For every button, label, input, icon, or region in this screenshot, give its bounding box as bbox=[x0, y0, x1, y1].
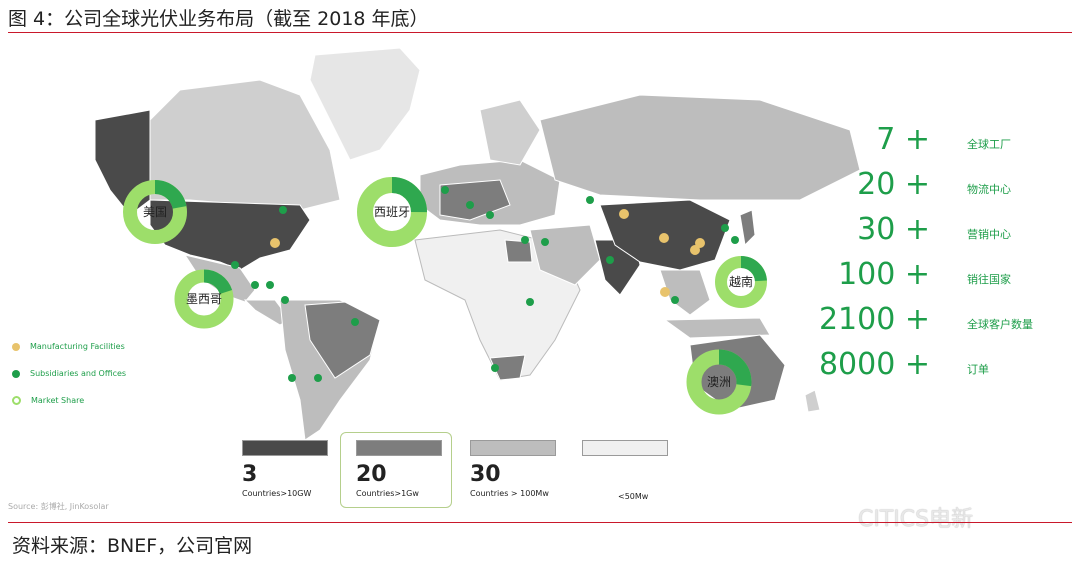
russia bbox=[539, 94, 861, 201]
figure-title: 图 4：公司全球光伏业务布局（截至 2018 年底） bbox=[8, 8, 429, 30]
tier-desc: Countries > 100Mw bbox=[470, 489, 549, 498]
stat-label: 全球工厂 bbox=[967, 138, 1011, 151]
ring-label: 墨西哥 bbox=[186, 292, 222, 306]
south-africa bbox=[489, 354, 526, 381]
stat-value: 7 + bbox=[876, 122, 930, 157]
stat-value: 100 + bbox=[838, 257, 930, 292]
pin bbox=[251, 281, 259, 289]
pin bbox=[270, 238, 280, 248]
japan bbox=[739, 209, 756, 247]
pin bbox=[690, 245, 700, 255]
ring-vietnam: 越南 bbox=[715, 256, 767, 308]
stat-factories: 7 + 全球工厂 bbox=[830, 122, 1070, 162]
pin bbox=[606, 256, 614, 264]
pin bbox=[288, 374, 296, 382]
pin bbox=[281, 296, 289, 304]
stat-label: 全球客户数量 bbox=[967, 318, 1033, 331]
pin bbox=[351, 318, 359, 326]
stat-orders: 8000 + 订单 bbox=[819, 347, 1070, 387]
stat-label: 营销中心 bbox=[967, 228, 1011, 241]
tier-4: <50Mw bbox=[582, 440, 668, 501]
pin bbox=[231, 261, 239, 269]
brazil bbox=[304, 301, 381, 379]
indonesia bbox=[663, 317, 771, 339]
stat-marketing: 30 + 营销中心 bbox=[830, 212, 1070, 252]
stat-logistics: 20 + 物流中心 bbox=[830, 167, 1070, 207]
pin bbox=[541, 238, 549, 246]
ring-usa: 美国 bbox=[123, 180, 187, 244]
stat-customers: 2100 + 全球客户数量 bbox=[819, 302, 1070, 342]
footer-rule bbox=[8, 522, 1072, 523]
ring-label: 西班牙 bbox=[374, 205, 410, 219]
office-pin-icon bbox=[12, 369, 20, 378]
tier-swatch bbox=[582, 440, 668, 456]
pin bbox=[486, 211, 494, 219]
ring-label: 美国 bbox=[143, 205, 167, 219]
greenland bbox=[309, 47, 421, 161]
scandinavia bbox=[479, 99, 541, 166]
pin bbox=[695, 238, 705, 248]
tier-2: 20 Countries>1Gw bbox=[356, 440, 442, 498]
pin bbox=[279, 206, 287, 214]
ring-label: 澳洲 bbox=[707, 375, 731, 389]
legend-label: Market Share bbox=[31, 396, 85, 405]
tier-desc: <50Mw bbox=[618, 492, 649, 501]
source-note: 资料来源：BNEF，公司官网 bbox=[12, 535, 253, 557]
legend-market-share: Market Share bbox=[12, 396, 84, 405]
stat-value: 2100 + bbox=[818, 302, 930, 337]
stat-countries: 100 + 销往国家 bbox=[830, 257, 1070, 297]
source-credit: Source: 彭博社, JinKosolar bbox=[8, 502, 109, 511]
tier-swatch bbox=[356, 440, 442, 456]
tier-swatch bbox=[242, 440, 328, 456]
ring-spain: 西班牙 bbox=[357, 177, 427, 247]
stat-value: 8000 + bbox=[818, 347, 930, 382]
pin bbox=[659, 233, 669, 243]
pin bbox=[266, 281, 274, 289]
pin bbox=[491, 364, 499, 372]
pin bbox=[671, 296, 679, 304]
stat-label: 物流中心 bbox=[967, 183, 1011, 196]
tier-count bbox=[582, 462, 668, 490]
tier-count: 30 bbox=[470, 462, 501, 487]
pin bbox=[731, 236, 739, 244]
pin bbox=[721, 224, 729, 232]
tier-desc: Countries>1Gw bbox=[356, 489, 419, 498]
title-rule bbox=[8, 32, 1072, 33]
ring-australia: 澳洲 bbox=[686, 349, 752, 415]
legend-manufacturing: Manufacturing Facilities bbox=[12, 342, 125, 351]
stat-label: 销往国家 bbox=[967, 273, 1011, 286]
factory-pin-icon bbox=[12, 342, 20, 351]
tier-3: 30 Countries > 100Mw bbox=[470, 440, 556, 498]
new-zealand bbox=[804, 389, 821, 413]
manufacturing-pins bbox=[270, 209, 705, 297]
tier-count: 20 bbox=[356, 462, 387, 487]
pin bbox=[466, 201, 474, 209]
pin bbox=[586, 196, 594, 204]
tier-desc: Countries>10GW bbox=[242, 489, 312, 498]
pin bbox=[619, 209, 629, 219]
pin bbox=[660, 287, 670, 297]
ring-label: 越南 bbox=[729, 274, 753, 289]
pin bbox=[521, 236, 529, 244]
tier-1: 3 Countries>10GW bbox=[242, 440, 328, 498]
pin bbox=[441, 186, 449, 194]
stat-value: 20 + bbox=[857, 167, 930, 202]
pin bbox=[526, 298, 534, 306]
tier-swatch bbox=[470, 440, 556, 456]
legend-label: Manufacturing Facilities bbox=[30, 342, 125, 351]
stat-label: 订单 bbox=[967, 363, 989, 376]
watermark: CITICS电新 bbox=[858, 507, 974, 532]
legend-subsidiaries: Subsidiaries and Offices bbox=[12, 369, 126, 378]
legend-label: Subsidiaries and Offices bbox=[30, 369, 127, 378]
ring-mexico: 墨西哥 bbox=[174, 269, 234, 329]
ring-icon bbox=[12, 396, 21, 405]
tier-count: 3 bbox=[242, 462, 258, 487]
stat-value: 30 + bbox=[857, 212, 930, 247]
tier-highlight-frame bbox=[340, 432, 452, 508]
pin bbox=[314, 374, 322, 382]
